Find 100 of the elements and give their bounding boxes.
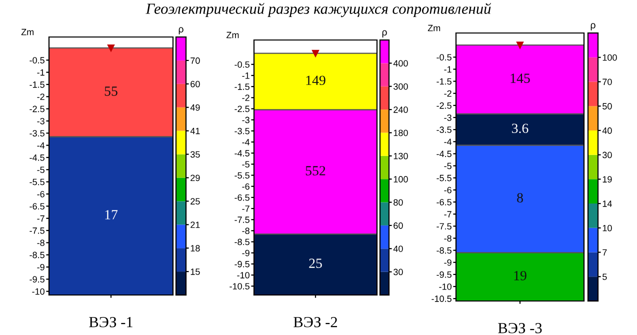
y-tick-label: -6.5 xyxy=(30,203,44,210)
category-label: 50 xyxy=(602,103,612,110)
y-tick-label: -2 xyxy=(242,94,250,101)
category-label: 15 xyxy=(190,268,200,275)
category-label: 18 xyxy=(190,245,200,252)
category-label: 35 xyxy=(190,151,200,158)
annotation: 145 xyxy=(510,74,530,83)
annotation: 149 xyxy=(306,76,326,86)
y-tick-label: -2.5 xyxy=(30,106,44,112)
category-label: 21 xyxy=(190,222,200,228)
category-label: 7 xyxy=(602,249,607,256)
y-tick-label: -4 xyxy=(242,139,250,146)
y-tick-label: -1 xyxy=(37,69,44,76)
y-tick-label: -5.5 xyxy=(436,174,452,182)
y-tick-label: -3.5 xyxy=(436,126,452,133)
y-tick-label: -8 xyxy=(444,235,452,242)
y-tick-label: -7 xyxy=(444,211,452,218)
y-tick-label: -1.5 xyxy=(436,78,452,85)
category-label: 60 xyxy=(394,222,403,229)
y-tick-label: -1 xyxy=(242,72,250,79)
y-tick-label: -8 xyxy=(37,240,44,246)
y-tick-label: -10.5 xyxy=(432,296,452,302)
y-tick-label: -5.5 xyxy=(30,178,44,186)
y-tick-label: -9 xyxy=(242,250,250,256)
category-label: 25 xyxy=(190,198,200,205)
y-tick-label: -4 xyxy=(37,142,45,149)
category-label: 5 xyxy=(602,274,607,280)
category-label: 70 xyxy=(602,78,612,86)
y-tick-label: -8.5 xyxy=(436,247,452,254)
y-tick-label: -7.5 xyxy=(234,216,250,223)
category-label: 29 xyxy=(190,174,200,182)
y-tick-label: -9.5 xyxy=(30,276,44,283)
y-tick-label: -6 xyxy=(37,190,44,198)
y-tick-label: -5 xyxy=(242,161,250,168)
y-tick-label: -4 xyxy=(444,138,452,145)
y-tick-label: -10 xyxy=(237,272,250,278)
y-tick-label: -6 xyxy=(444,186,452,194)
y-tick-label: -4.5 xyxy=(30,154,44,161)
category-label: 300 xyxy=(394,83,408,90)
x-axis-title: ВЭЗ -1 xyxy=(89,317,132,328)
y-tick-label: -7 xyxy=(37,215,44,222)
category-label: 49 xyxy=(190,104,200,111)
category-label: 19 xyxy=(602,176,612,183)
category-label: 41 xyxy=(190,128,200,134)
y-tick-label: -2.5 xyxy=(234,106,250,112)
y-tick-label: -10 xyxy=(32,288,44,295)
text: Геоэлектрический разрез кажущихся сопротивлений xyxy=(146,2,492,18)
category-label: 100 xyxy=(394,176,408,182)
category-label: 80 xyxy=(394,199,403,206)
y-tick-label: -10 xyxy=(439,283,452,290)
y-tick-label: -9 xyxy=(444,259,452,266)
y-tick-label: -2 xyxy=(37,94,44,100)
y-axis-title: Zm xyxy=(21,28,34,36)
y-tick-label: -1 xyxy=(444,66,452,72)
category-label: 400 xyxy=(393,60,408,67)
y-tick-label: -6.5 xyxy=(436,198,452,206)
y-axis-title: Zm xyxy=(428,24,440,32)
y-tick-label: -7.5 xyxy=(436,223,452,230)
y-tick-label: -0.5 xyxy=(234,61,250,68)
category-label: 70 xyxy=(190,57,200,64)
y-tick-label: -8.5 xyxy=(234,238,250,246)
category-label: 240 xyxy=(394,106,408,113)
category-label: 30 xyxy=(602,152,612,158)
y-tick-label: -10.5 xyxy=(230,283,250,290)
y-tick-label: -0.5 xyxy=(30,57,44,64)
text: ρ xyxy=(590,23,596,30)
text: ρ xyxy=(382,30,387,38)
category-label: 40 xyxy=(602,127,612,134)
y-tick-label: -6 xyxy=(242,183,250,190)
y-tick-label: -2 xyxy=(444,90,452,97)
category-label: 30 xyxy=(394,268,403,276)
y-tick-label: -9.5 xyxy=(234,260,250,268)
y-tick-label: -5.5 xyxy=(234,172,250,179)
y-tick-label: -3 xyxy=(242,116,250,124)
annotation: 55 xyxy=(104,86,118,96)
category-label: 100 xyxy=(602,54,617,61)
y-tick-label: -5 xyxy=(37,166,44,174)
category-label: 14 xyxy=(602,200,612,207)
category-label: 40 xyxy=(393,246,403,252)
y-axis-title: Zm xyxy=(226,32,239,38)
category-label: 60 xyxy=(190,80,200,88)
y-tick-label: -8.5 xyxy=(30,252,44,258)
annotation: 19 xyxy=(514,271,526,280)
category-label: 130 xyxy=(394,152,408,160)
y-tick-label: -3 xyxy=(37,118,44,124)
y-tick-label: -1.5 xyxy=(234,84,250,90)
x-axis-title: ВЭЗ -3 xyxy=(498,323,542,334)
category-label: 180 xyxy=(394,130,408,136)
y-tick-label: -4.5 xyxy=(436,150,452,158)
y-tick-label: -9 xyxy=(37,264,44,270)
y-tick-label: -4.5 xyxy=(234,150,250,156)
y-tick-label: -5 xyxy=(444,162,452,170)
annotation: 3.6 xyxy=(512,124,528,134)
annotation: 8 xyxy=(517,193,523,202)
y-tick-label: -6.5 xyxy=(234,194,250,201)
y-tick-label: -2.5 xyxy=(436,102,452,109)
annotation: 25 xyxy=(309,258,322,268)
y-tick-label: -8 xyxy=(242,228,250,234)
text: ρ xyxy=(178,27,184,34)
category-label: 10 xyxy=(602,224,612,232)
